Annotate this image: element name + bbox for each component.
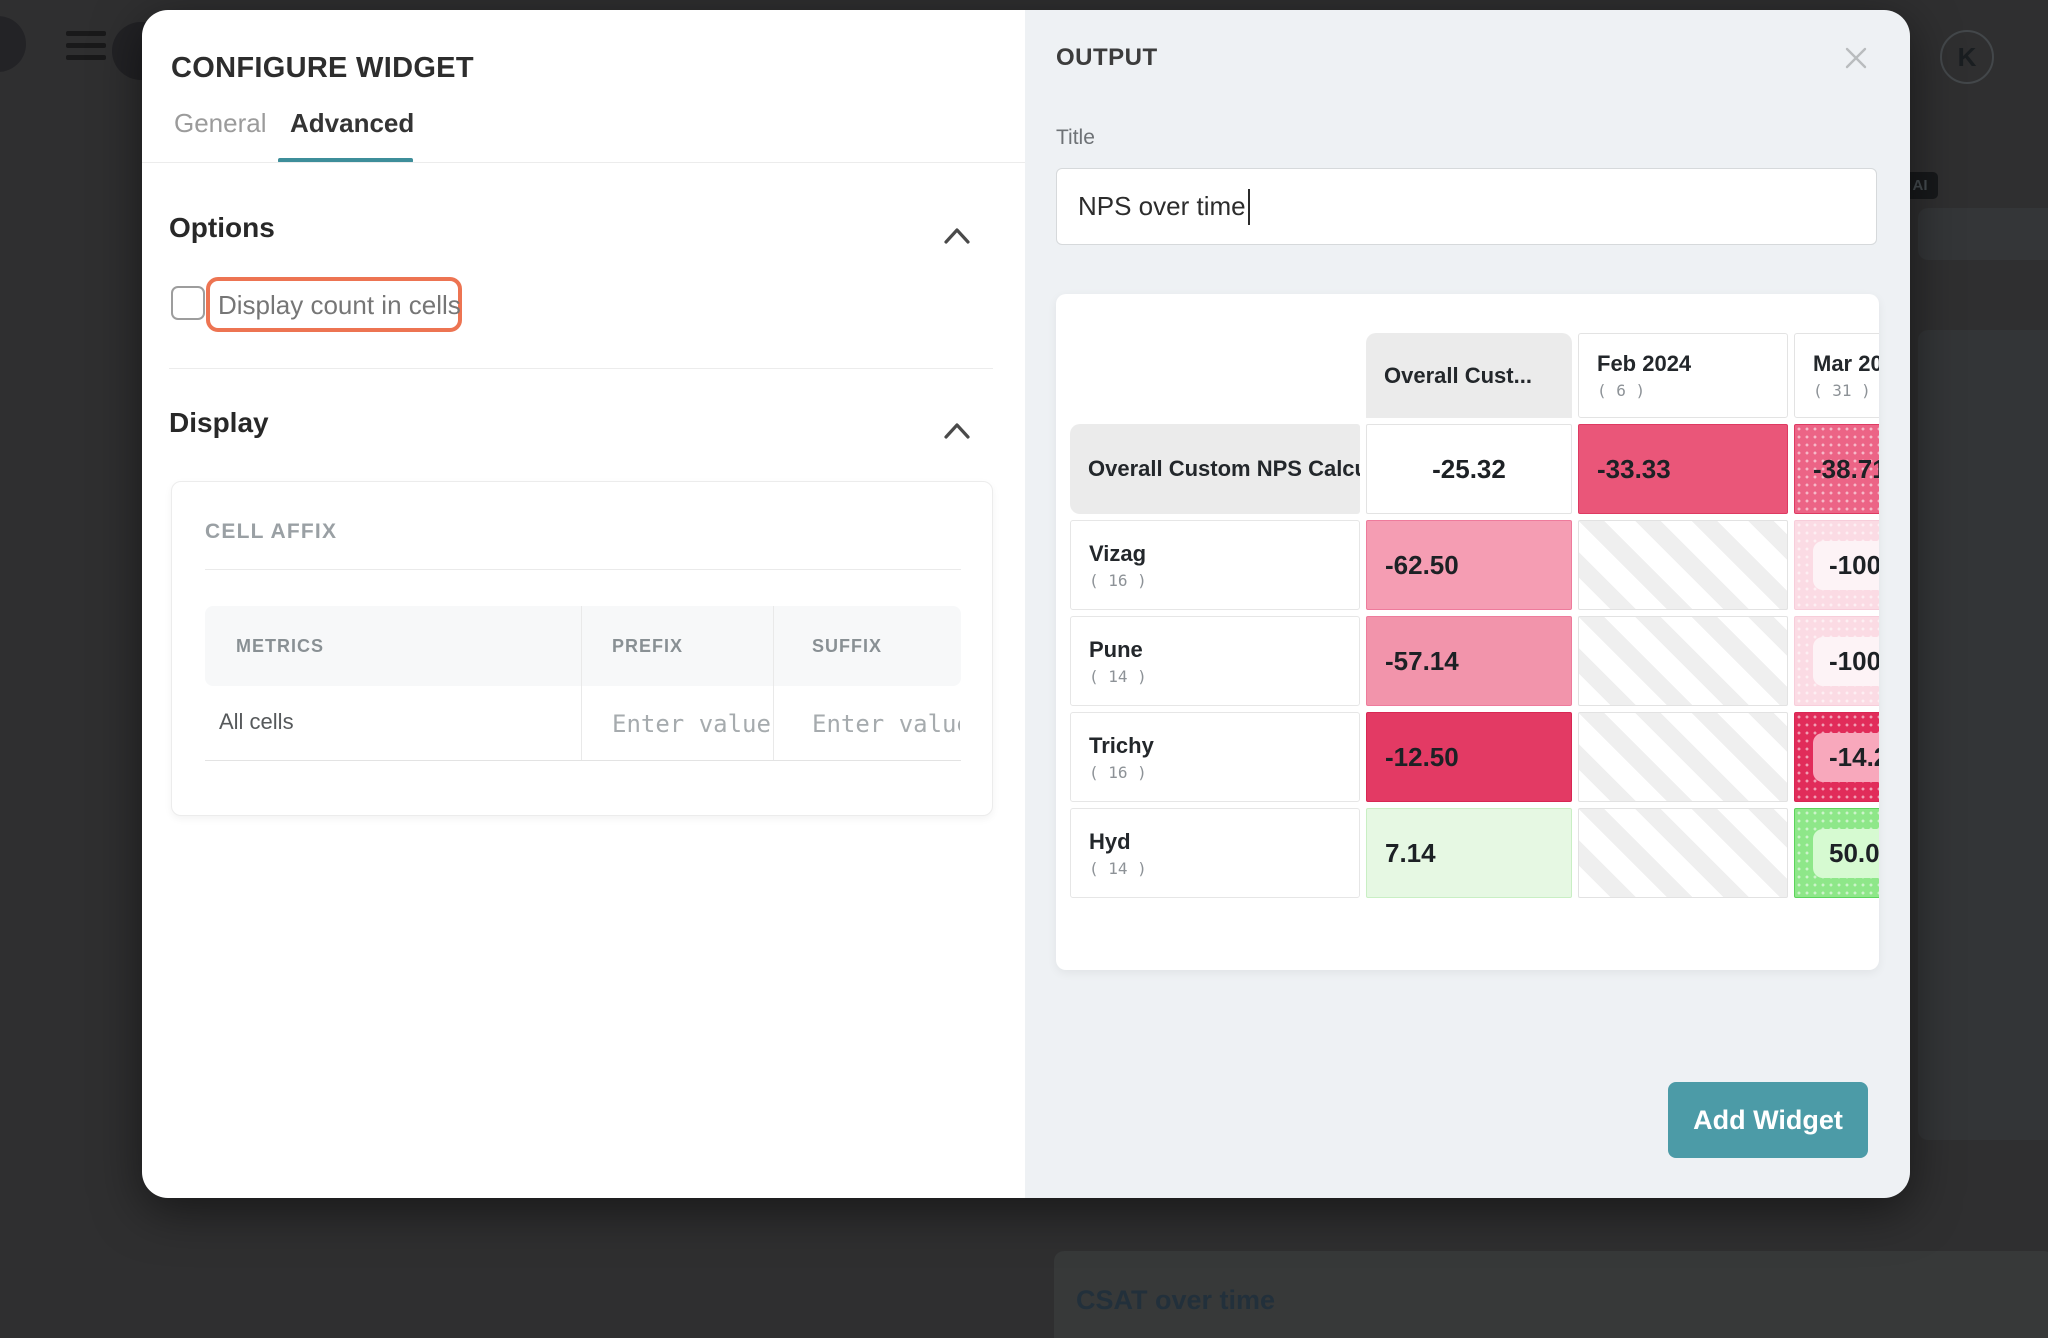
configure-widget-modal: CONFIGURE WIDGET General Advanced Option…	[142, 10, 1910, 1198]
divider	[773, 606, 774, 760]
heatmap-column-header: Overall Cust...	[1366, 333, 1572, 418]
display-collapse-button[interactable]	[942, 421, 976, 447]
heatmap-cell: -25.32	[1366, 424, 1572, 514]
column-header-metrics: METRICS	[236, 636, 324, 656]
options-section-title: Options	[169, 212, 275, 243]
heatmap-cell: -62.50	[1366, 520, 1572, 610]
close-icon	[1841, 47, 1871, 77]
close-button[interactable]	[1841, 43, 1871, 73]
csat-card: CSAT over time	[1054, 1251, 2048, 1338]
heatmap-row-header: Vizag( 16 )	[1070, 520, 1360, 610]
display-count-checkbox[interactable]	[171, 286, 205, 320]
output-panel-title: OUTPUT	[1056, 44, 1158, 71]
divider	[581, 606, 582, 760]
background-card-edge	[1918, 330, 2048, 1140]
column-header-prefix: PREFIX	[612, 636, 684, 656]
cell-affix-table-header: METRICS PREFIX SUFFIX	[205, 606, 961, 686]
divider	[205, 760, 961, 761]
text-caret	[1247, 188, 1250, 225]
heatmap-cell	[1578, 712, 1788, 802]
configure-panel: CONFIGURE WIDGET General Advanced Option…	[142, 10, 1025, 1198]
heatmap-cell: 7.14	[1366, 808, 1572, 898]
heatmap-cell: -12.50	[1366, 712, 1572, 802]
title-input-value: NPS over time	[1078, 191, 1246, 221]
heatmap-column-header: Feb 2024( 6 )	[1578, 333, 1788, 418]
heatmap-cell: -38.71	[1794, 424, 1879, 514]
background-shape	[0, 16, 26, 72]
heatmap-cell: -57.14	[1366, 616, 1572, 706]
metric-cell: All cells	[219, 709, 294, 734]
heatmap-cell: 50.00	[1794, 808, 1879, 898]
user-avatar[interactable]: K	[1940, 30, 1994, 84]
heatmap-row-header: Hyd( 14 )	[1070, 808, 1360, 898]
title-input[interactable]: NPS over time	[1056, 168, 1877, 245]
background-card-edge	[1918, 208, 2048, 260]
cell-affix-card: CELL AFFIX METRICS PREFIX SUFFIX All cel…	[171, 481, 993, 816]
heatmap-cell: -14.29	[1794, 712, 1879, 802]
heatmap-cell	[1578, 808, 1788, 898]
heatmap-row-header: Trichy( 16 )	[1070, 712, 1360, 802]
heatmap-corner-cell	[1070, 333, 1360, 418]
tab-advanced[interactable]: Advanced	[290, 108, 415, 138]
heatmap-row-header: Overall Custom NPS Calcu...	[1070, 424, 1360, 514]
heatmap-cell: -100.00	[1794, 520, 1879, 610]
chevron-up-icon	[942, 423, 972, 445]
heatmap-cell: -33.33	[1578, 424, 1788, 514]
output-panel: OUTPUT Title NPS over time Overall Cust.…	[1025, 10, 1910, 1198]
cell-affix-title: CELL AFFIX	[205, 520, 338, 543]
table-row: All cells	[205, 686, 961, 760]
divider	[169, 368, 993, 369]
active-tab-indicator	[278, 158, 413, 163]
heatmap-cell	[1578, 616, 1788, 706]
title-field-label: Title	[1056, 126, 1095, 149]
heatmap-column-header: Mar 2024( 31 )	[1794, 333, 1879, 418]
tab-general[interactable]: General	[174, 108, 267, 138]
divider	[142, 162, 1025, 163]
hamburger-menu-icon[interactable]	[66, 31, 106, 71]
display-count-checkbox-label[interactable]: Display count in cells	[218, 290, 461, 320]
heatmap-row-header: Pune( 14 )	[1070, 616, 1360, 706]
column-header-suffix: SUFFIX	[812, 636, 883, 656]
prefix-input[interactable]	[612, 704, 772, 744]
modal-title: CONFIGURE WIDGET	[171, 52, 474, 84]
heatmap-preview-card: Overall Cust...Feb 2024( 6 )Mar 2024( 31…	[1056, 294, 1879, 970]
chevron-up-icon	[942, 228, 972, 250]
highlight-ring	[206, 277, 462, 332]
heatmap-cell	[1578, 520, 1788, 610]
add-widget-button[interactable]: Add Widget	[1668, 1082, 1868, 1158]
heatmap-table: Overall Cust...Feb 2024( 6 )Mar 2024( 31…	[1070, 333, 1879, 898]
divider	[205, 569, 961, 570]
suffix-input[interactable]	[812, 704, 960, 744]
heatmap-cell: -100.00	[1794, 616, 1879, 706]
options-collapse-button[interactable]	[942, 226, 976, 252]
display-section-title: Display	[169, 407, 269, 438]
csat-card-title: CSAT over time	[1076, 1285, 1276, 1315]
